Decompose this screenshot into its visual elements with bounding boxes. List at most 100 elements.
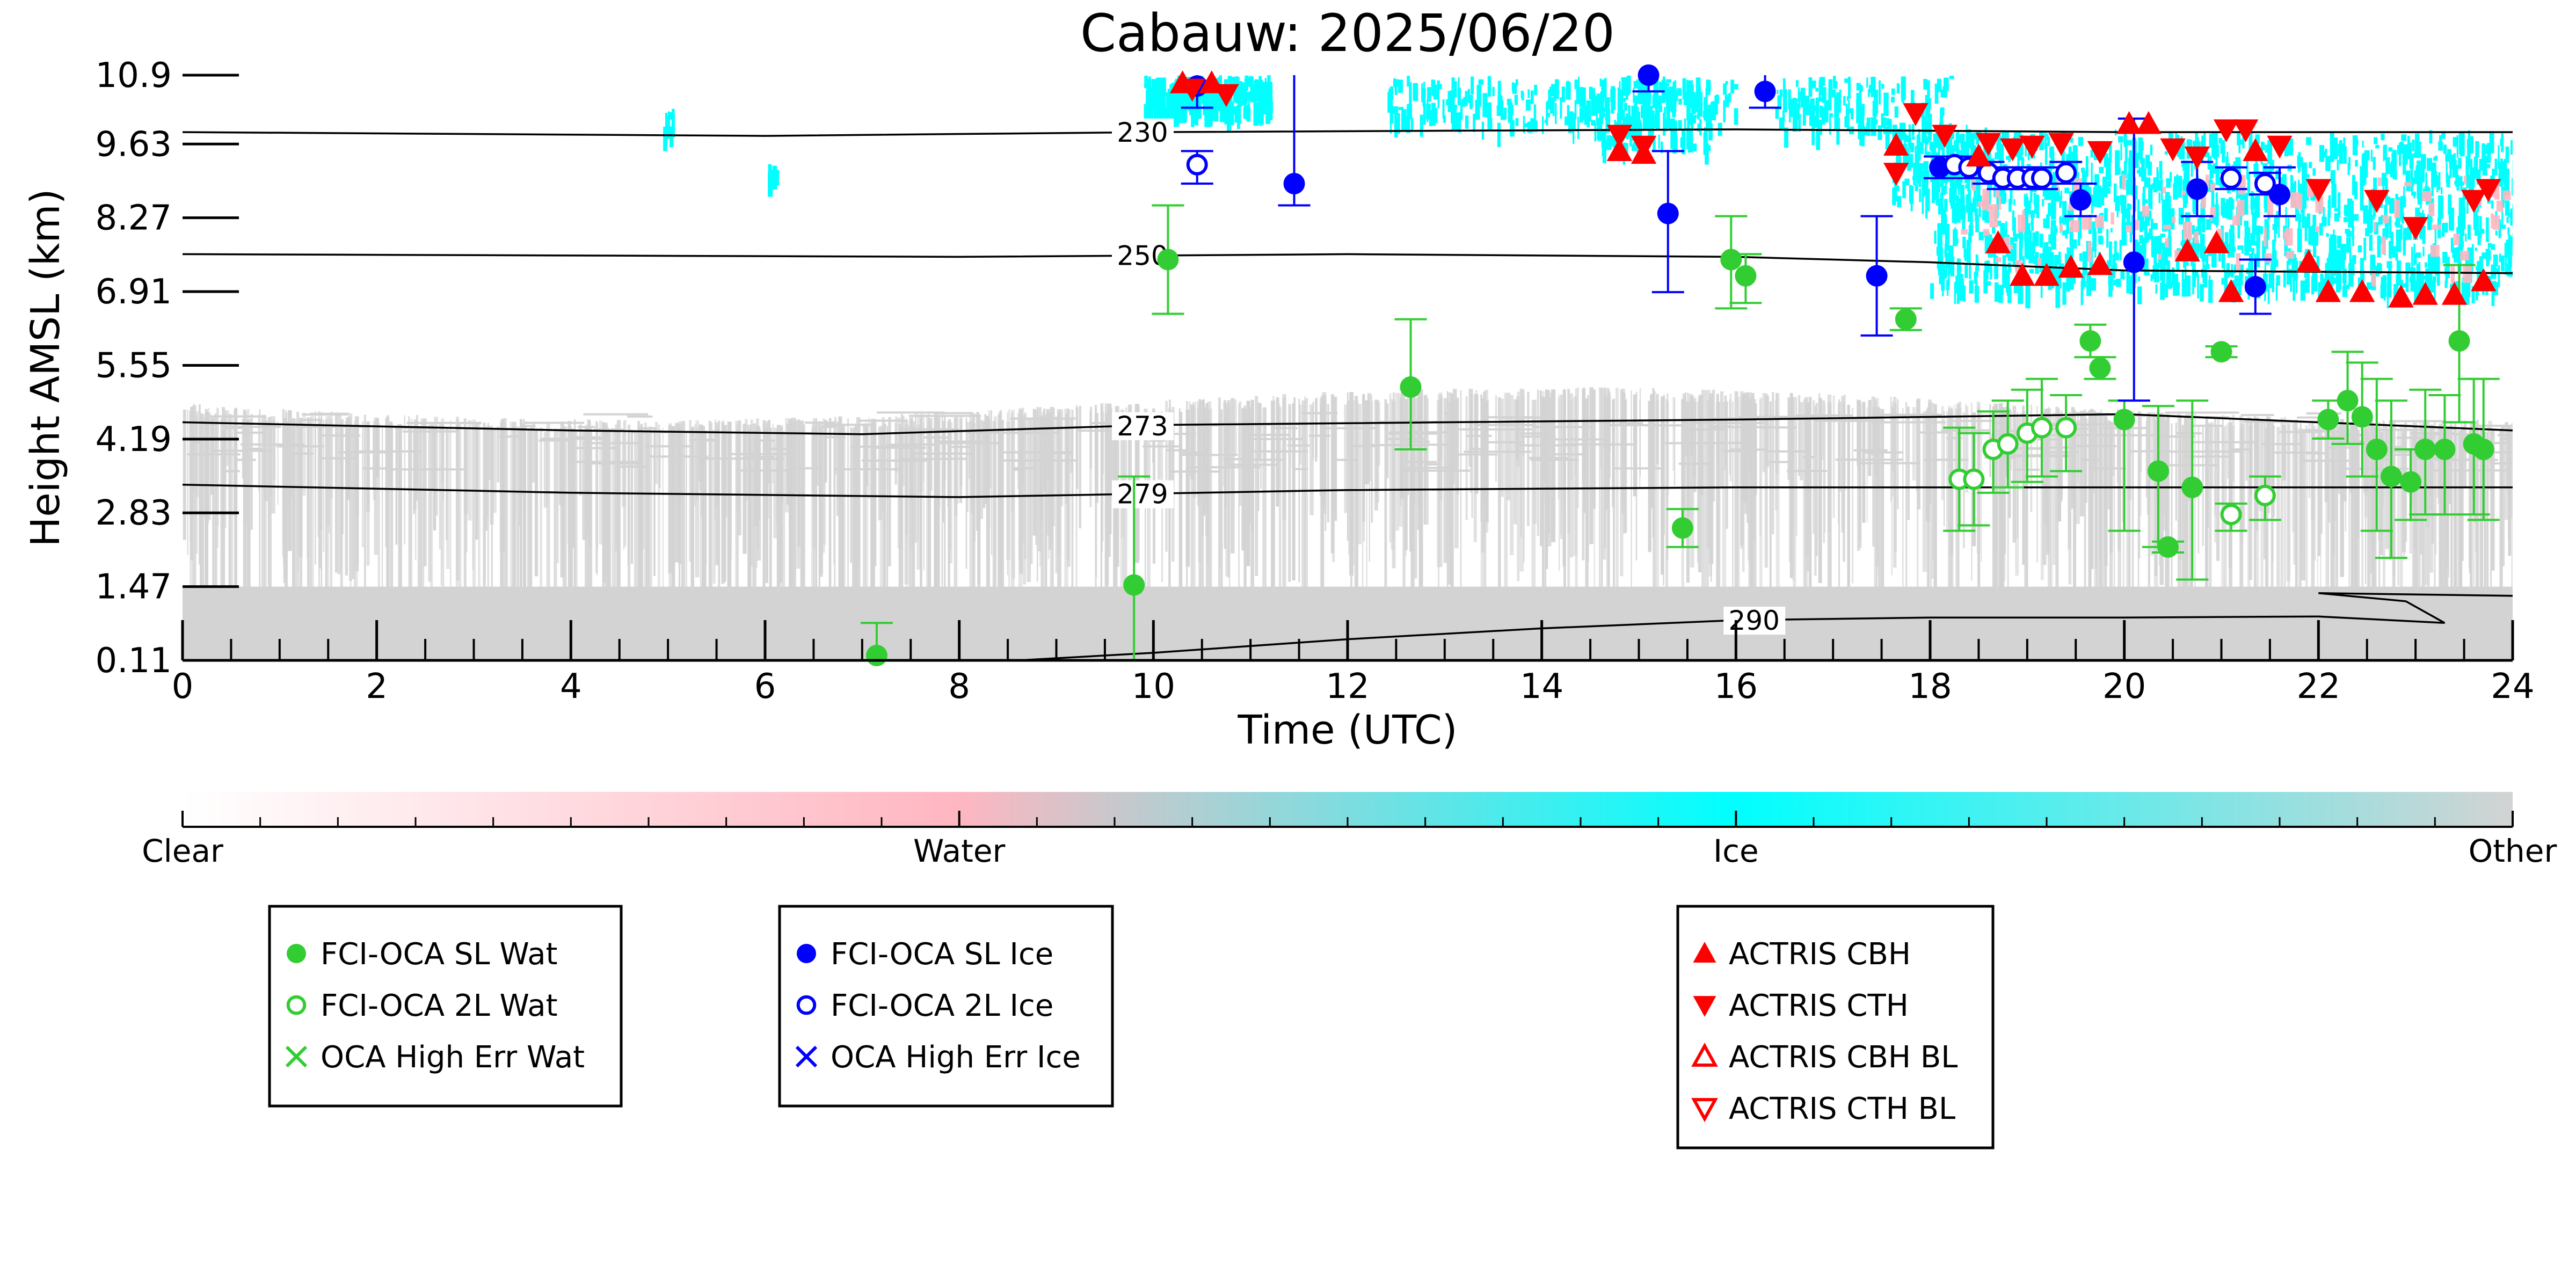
- mask-other-streak: [1765, 395, 1770, 468]
- mask-ice-patch: [2341, 143, 2344, 164]
- mask-other-streak: [1545, 396, 1547, 596]
- mask-ice-patch: [2144, 168, 2146, 188]
- mask-ice-patch: [1848, 100, 1850, 111]
- mask-other-streak: [1038, 407, 1042, 552]
- mask-ice-patch: [1925, 136, 1927, 151]
- mask-ice-patch: [2512, 160, 2513, 175]
- mask-other-streak: [935, 425, 937, 588]
- mask-ice-patch: [1949, 134, 1953, 150]
- mask-water-patch: [2201, 190, 2206, 209]
- mask-other-streak: [337, 415, 341, 574]
- mask-other-streak: [1483, 391, 1486, 529]
- mask-ice-patch: [1798, 97, 1801, 110]
- mask-other-streak: [271, 416, 275, 514]
- mask-ice-patch: [2248, 137, 2252, 154]
- mask-ice-patch: [2080, 280, 2084, 305]
- mask-other-streak: [2185, 416, 2187, 593]
- mask-ice-patch: [1779, 89, 1783, 97]
- cloud-mask-background: [183, 75, 2513, 660]
- mask-other-streak: [935, 440, 983, 443]
- mask-other-streak: [1057, 412, 1060, 555]
- mask-other-streak: [1905, 402, 1908, 596]
- mask-ice-patch: [2450, 243, 2454, 253]
- contour-label-273: 273: [1117, 411, 1168, 442]
- mask-ice-patch: [1628, 105, 1630, 129]
- mask-other-streak: [301, 419, 322, 421]
- mask-ice-patch: [1820, 108, 1824, 116]
- mask-ice-patch: [1886, 118, 1890, 126]
- x-tick-label: 20: [2102, 667, 2146, 707]
- mask-other-streak: [442, 422, 445, 596]
- mask-ice-patch: [2035, 231, 2039, 246]
- marker-fci-oca-2l-wat-3: [1997, 433, 2019, 455]
- mask-ice-patch: [1966, 239, 1971, 263]
- mask-ice-patch: [1619, 81, 1621, 92]
- marker-fci-oca-sl-wat-10: [2113, 409, 2135, 431]
- mask-ice-patch: [2229, 229, 2232, 234]
- mask-ice-patch: [1243, 107, 1248, 119]
- mask-ice-patch: [2018, 283, 2024, 304]
- mask-ice-patch: [1596, 106, 1601, 113]
- mask-other-streak: [612, 428, 615, 596]
- mask-ice-patch: [2512, 178, 2513, 196]
- mask-ice-patch: [2447, 175, 2450, 188]
- mask-other-streak: [794, 422, 796, 579]
- mask-other-streak: [2402, 429, 2406, 552]
- mask-other-streak: [2007, 407, 2010, 596]
- mask-ice-patch: [2211, 244, 2217, 268]
- mask-other-streak: [2463, 420, 2467, 487]
- mask-other-streak: [1485, 400, 1489, 522]
- mask-other-streak: [1932, 411, 1934, 561]
- mask-other-streak: [1051, 407, 1053, 545]
- mask-other-streak: [1603, 424, 1651, 426]
- mask-ice-patch: [2272, 239, 2275, 260]
- mask-ice-patch: [2192, 238, 2197, 262]
- mask-other-streak: [2479, 427, 2484, 596]
- mask-ice-patch: [1175, 107, 1180, 127]
- mask-other-streak: [1010, 417, 1076, 420]
- mask-ice-patch: [2322, 216, 2327, 227]
- mask-ice-patch: [2287, 217, 2290, 238]
- mask-ice-patch: [2319, 145, 2325, 162]
- mask-other-streak: [1547, 397, 1552, 547]
- mask-ice-patch: [2302, 162, 2307, 185]
- mask-other-streak: [1046, 409, 1050, 479]
- mask-ice-patch: [1603, 141, 1606, 160]
- mask-ice-patch: [2196, 226, 2199, 236]
- mask-other-streak: [602, 422, 606, 583]
- mask-ice-patch: [1507, 98, 1512, 105]
- mask-ice-patch: [1975, 254, 1978, 276]
- mask-ice-patch: [2192, 192, 2195, 213]
- mask-other-streak: [350, 421, 352, 596]
- mask-ice-patch: [2271, 259, 2275, 263]
- mask-other-streak: [2194, 413, 2196, 596]
- mask-ice-patch: [2438, 141, 2443, 151]
- mask-water-patch: [2463, 265, 2472, 283]
- mask-other-streak: [1762, 393, 1766, 472]
- mask-ice-patch: [2013, 234, 2018, 242]
- mask-ice-patch: [1214, 101, 1219, 122]
- mask-other-streak: [1701, 389, 1704, 596]
- mask-other-streak: [1241, 408, 1246, 551]
- mask-ice-patch: [1631, 106, 1635, 118]
- marker-fci-oca-2l-ice-10: [2254, 173, 2276, 195]
- mask-ice-patch: [1238, 99, 1241, 125]
- mask-ice-patch: [1665, 118, 1668, 132]
- mask-ice-patch: [1442, 99, 1445, 119]
- mask-ice-patch: [2447, 149, 2451, 158]
- mask-ice-patch: [2415, 165, 2419, 179]
- mask-other-streak: [323, 419, 324, 552]
- mask-other-streak: [741, 469, 796, 472]
- mask-other-streak: [1391, 398, 1395, 550]
- mask-water-patch: [1971, 174, 1976, 191]
- mask-other-streak: [1182, 451, 1204, 454]
- mask-ice-patch: [2320, 273, 2324, 294]
- mask-other-streak: [1551, 398, 1555, 542]
- mask-other-streak: [1495, 395, 1497, 482]
- mask-other-streak: [606, 423, 608, 577]
- mask-other-streak: [1928, 403, 1932, 596]
- mask-ice-patch: [2102, 177, 2108, 198]
- mask-water-patch: [2232, 215, 2240, 225]
- mask-other-streak: [1745, 393, 1749, 458]
- mask-other-streak: [520, 423, 523, 496]
